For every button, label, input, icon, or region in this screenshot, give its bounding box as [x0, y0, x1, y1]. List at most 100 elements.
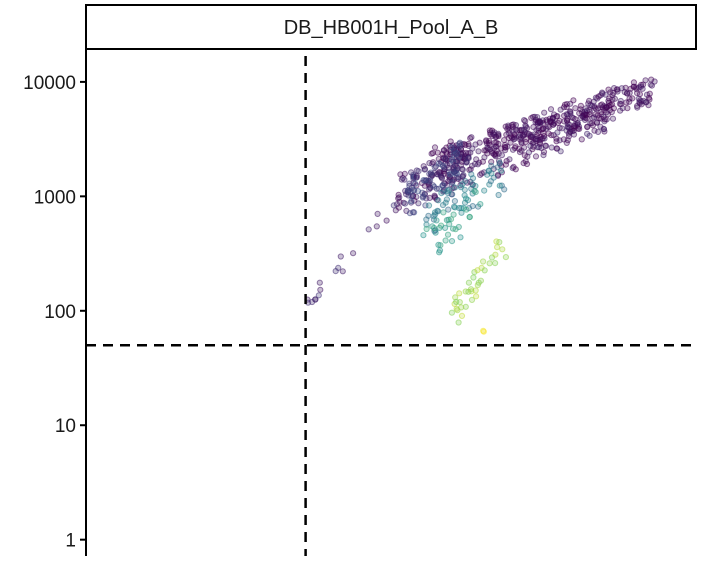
data-point: [529, 131, 536, 138]
data-point: [451, 204, 459, 211]
data-point: [492, 251, 499, 258]
data-point: [599, 104, 606, 111]
data-point: [617, 97, 624, 105]
data-point: [426, 160, 433, 167]
data-point: [455, 319, 462, 326]
data-point: [335, 264, 342, 271]
data-point: [390, 202, 397, 209]
data-point: [423, 225, 430, 233]
data-point: [459, 166, 466, 173]
data-point: [435, 155, 442, 163]
data-point: [570, 97, 577, 104]
data-point: [498, 182, 505, 189]
data-point: [467, 286, 475, 293]
data-point: [339, 268, 346, 275]
data-point: [473, 156, 480, 163]
data-point: [515, 145, 523, 152]
data-point: [532, 153, 540, 160]
data-point: [393, 201, 401, 208]
data-point: [548, 144, 555, 151]
data-point: [337, 253, 344, 260]
data-point: [426, 170, 433, 177]
data-point: [401, 170, 408, 177]
data-point: [431, 144, 439, 151]
data-point: [563, 139, 570, 146]
data-point: [438, 174, 445, 181]
data-point: [574, 125, 582, 132]
data-point: [431, 192, 438, 199]
data-point: [503, 158, 510, 165]
data-point: [309, 298, 316, 306]
data-point: [506, 127, 513, 134]
data-point: [466, 213, 473, 220]
data-point: [457, 234, 464, 241]
data-point: [534, 120, 541, 127]
data-point: [458, 304, 465, 311]
data-point: [435, 241, 442, 248]
data-point: [577, 114, 585, 122]
data-point: [426, 186, 433, 193]
data-point: [490, 130, 497, 137]
data-point: [463, 159, 470, 166]
data-point: [584, 130, 591, 137]
data-point: [469, 145, 476, 152]
data-point: [556, 137, 563, 144]
data-point: [488, 162, 495, 169]
data-point: [547, 106, 555, 113]
data-point: [442, 224, 449, 231]
data-point: [420, 177, 427, 184]
data-point: [486, 181, 493, 188]
data-point: [517, 136, 524, 143]
data-point: [445, 206, 452, 213]
y-tick-label: 10: [55, 416, 76, 437]
data-point: [402, 200, 409, 207]
data-point: [510, 121, 517, 128]
data-point: [496, 239, 503, 246]
data-point: [462, 178, 469, 185]
data-point: [510, 136, 518, 143]
data-point: [463, 149, 470, 156]
data-point: [434, 171, 441, 178]
data-point: [643, 99, 650, 106]
data-point: [472, 189, 479, 196]
data-point: [502, 144, 509, 151]
data-point: [485, 140, 493, 147]
data-point: [470, 274, 477, 281]
data-point: [450, 211, 457, 218]
data-point: [448, 156, 455, 163]
data-point: [493, 139, 500, 146]
data-point: [502, 254, 509, 261]
data-point: [433, 185, 440, 192]
data-point: [558, 125, 566, 132]
y-tick-label: 1: [65, 531, 76, 552]
data-point: [473, 293, 480, 300]
data-point: [468, 171, 475, 178]
data-point: [435, 197, 442, 204]
data-point: [595, 93, 602, 100]
data-point: [626, 89, 633, 97]
data-point: [468, 162, 476, 169]
data-point: [458, 312, 466, 319]
data-point: [425, 177, 432, 185]
data-point: [374, 210, 381, 217]
data-point: [481, 267, 488, 274]
data-point: [553, 135, 560, 142]
data-point: [413, 172, 420, 179]
data-point: [436, 249, 443, 256]
data-point: [481, 147, 488, 154]
data-point: [510, 163, 517, 170]
data-point: [477, 201, 484, 208]
data-point: [365, 226, 372, 233]
data-point: [447, 138, 454, 145]
data-point: [410, 186, 417, 193]
data-point: [471, 269, 478, 276]
y-tick-label: 10000: [23, 73, 76, 94]
data-point: [373, 223, 380, 230]
data-point: [569, 114, 576, 121]
data-point: [563, 104, 570, 111]
data-point: [465, 279, 472, 286]
y-axis-ticks: 1 10 100 1000 10000: [23, 73, 86, 552]
data-point: [444, 190, 452, 197]
data-point: [462, 303, 469, 310]
data-point: [456, 139, 463, 146]
